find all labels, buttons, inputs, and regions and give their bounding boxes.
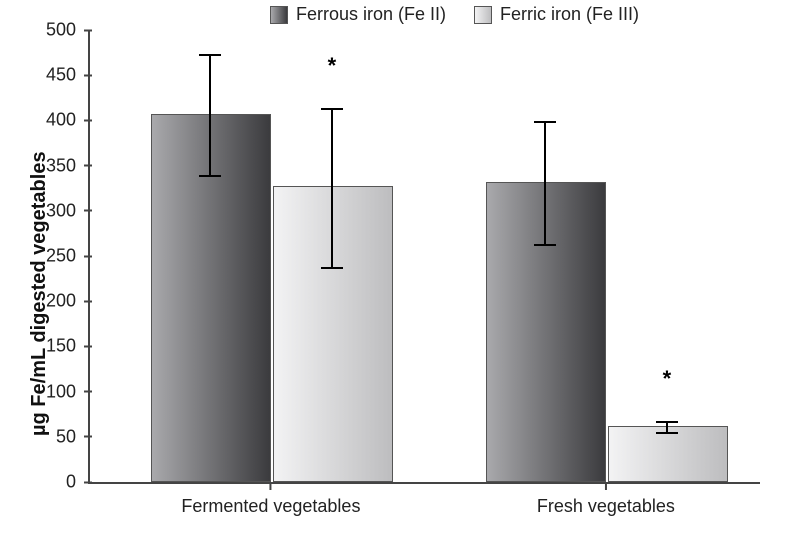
y-tick: 350	[46, 155, 90, 176]
bar	[608, 426, 728, 482]
legend-label: Ferrous iron (Fe II)	[296, 4, 446, 25]
significance-star: *	[328, 53, 337, 79]
error-bar	[544, 122, 546, 245]
error-cap	[199, 175, 221, 177]
legend-item: Ferric iron (Fe III)	[474, 4, 639, 25]
bar	[486, 182, 606, 482]
y-tick: 400	[46, 110, 90, 131]
x-tick: Fermented vegetables	[181, 482, 360, 517]
error-cap	[534, 121, 556, 123]
y-tick: 450	[46, 65, 90, 86]
error-bar	[209, 55, 211, 176]
x-tick: Fresh vegetables	[537, 482, 675, 517]
error-cap	[534, 244, 556, 246]
plot-area: 050100150200250300350400450500Fermented …	[88, 30, 760, 484]
y-tick: 50	[56, 426, 90, 447]
legend: Ferrous iron (Fe II) Ferric iron (Fe III)	[270, 4, 639, 25]
error-cap	[321, 267, 343, 269]
y-axis-label: µg Fe/mL digested vegetables	[28, 151, 51, 436]
legend-label: Ferric iron (Fe III)	[500, 4, 639, 25]
legend-swatch	[474, 6, 492, 24]
legend-swatch	[270, 6, 288, 24]
error-cap	[321, 108, 343, 110]
y-tick: 0	[66, 472, 90, 493]
y-tick: 150	[46, 336, 90, 357]
legend-item: Ferrous iron (Fe II)	[270, 4, 446, 25]
y-tick: 300	[46, 200, 90, 221]
error-cap	[656, 421, 678, 423]
error-bar	[331, 109, 333, 268]
error-cap	[656, 432, 678, 434]
y-tick: 500	[46, 20, 90, 41]
iron-bar-chart: 0 50 100 150 200 250 300 350 400 450 500 Fermented …	[0, 0, 786, 533]
error-cap	[199, 54, 221, 56]
y-tick: 250	[46, 246, 90, 267]
y-tick: 200	[46, 291, 90, 312]
y-tick: 100	[46, 381, 90, 402]
bar	[273, 186, 393, 482]
significance-star: *	[663, 366, 672, 392]
bar	[151, 114, 271, 482]
